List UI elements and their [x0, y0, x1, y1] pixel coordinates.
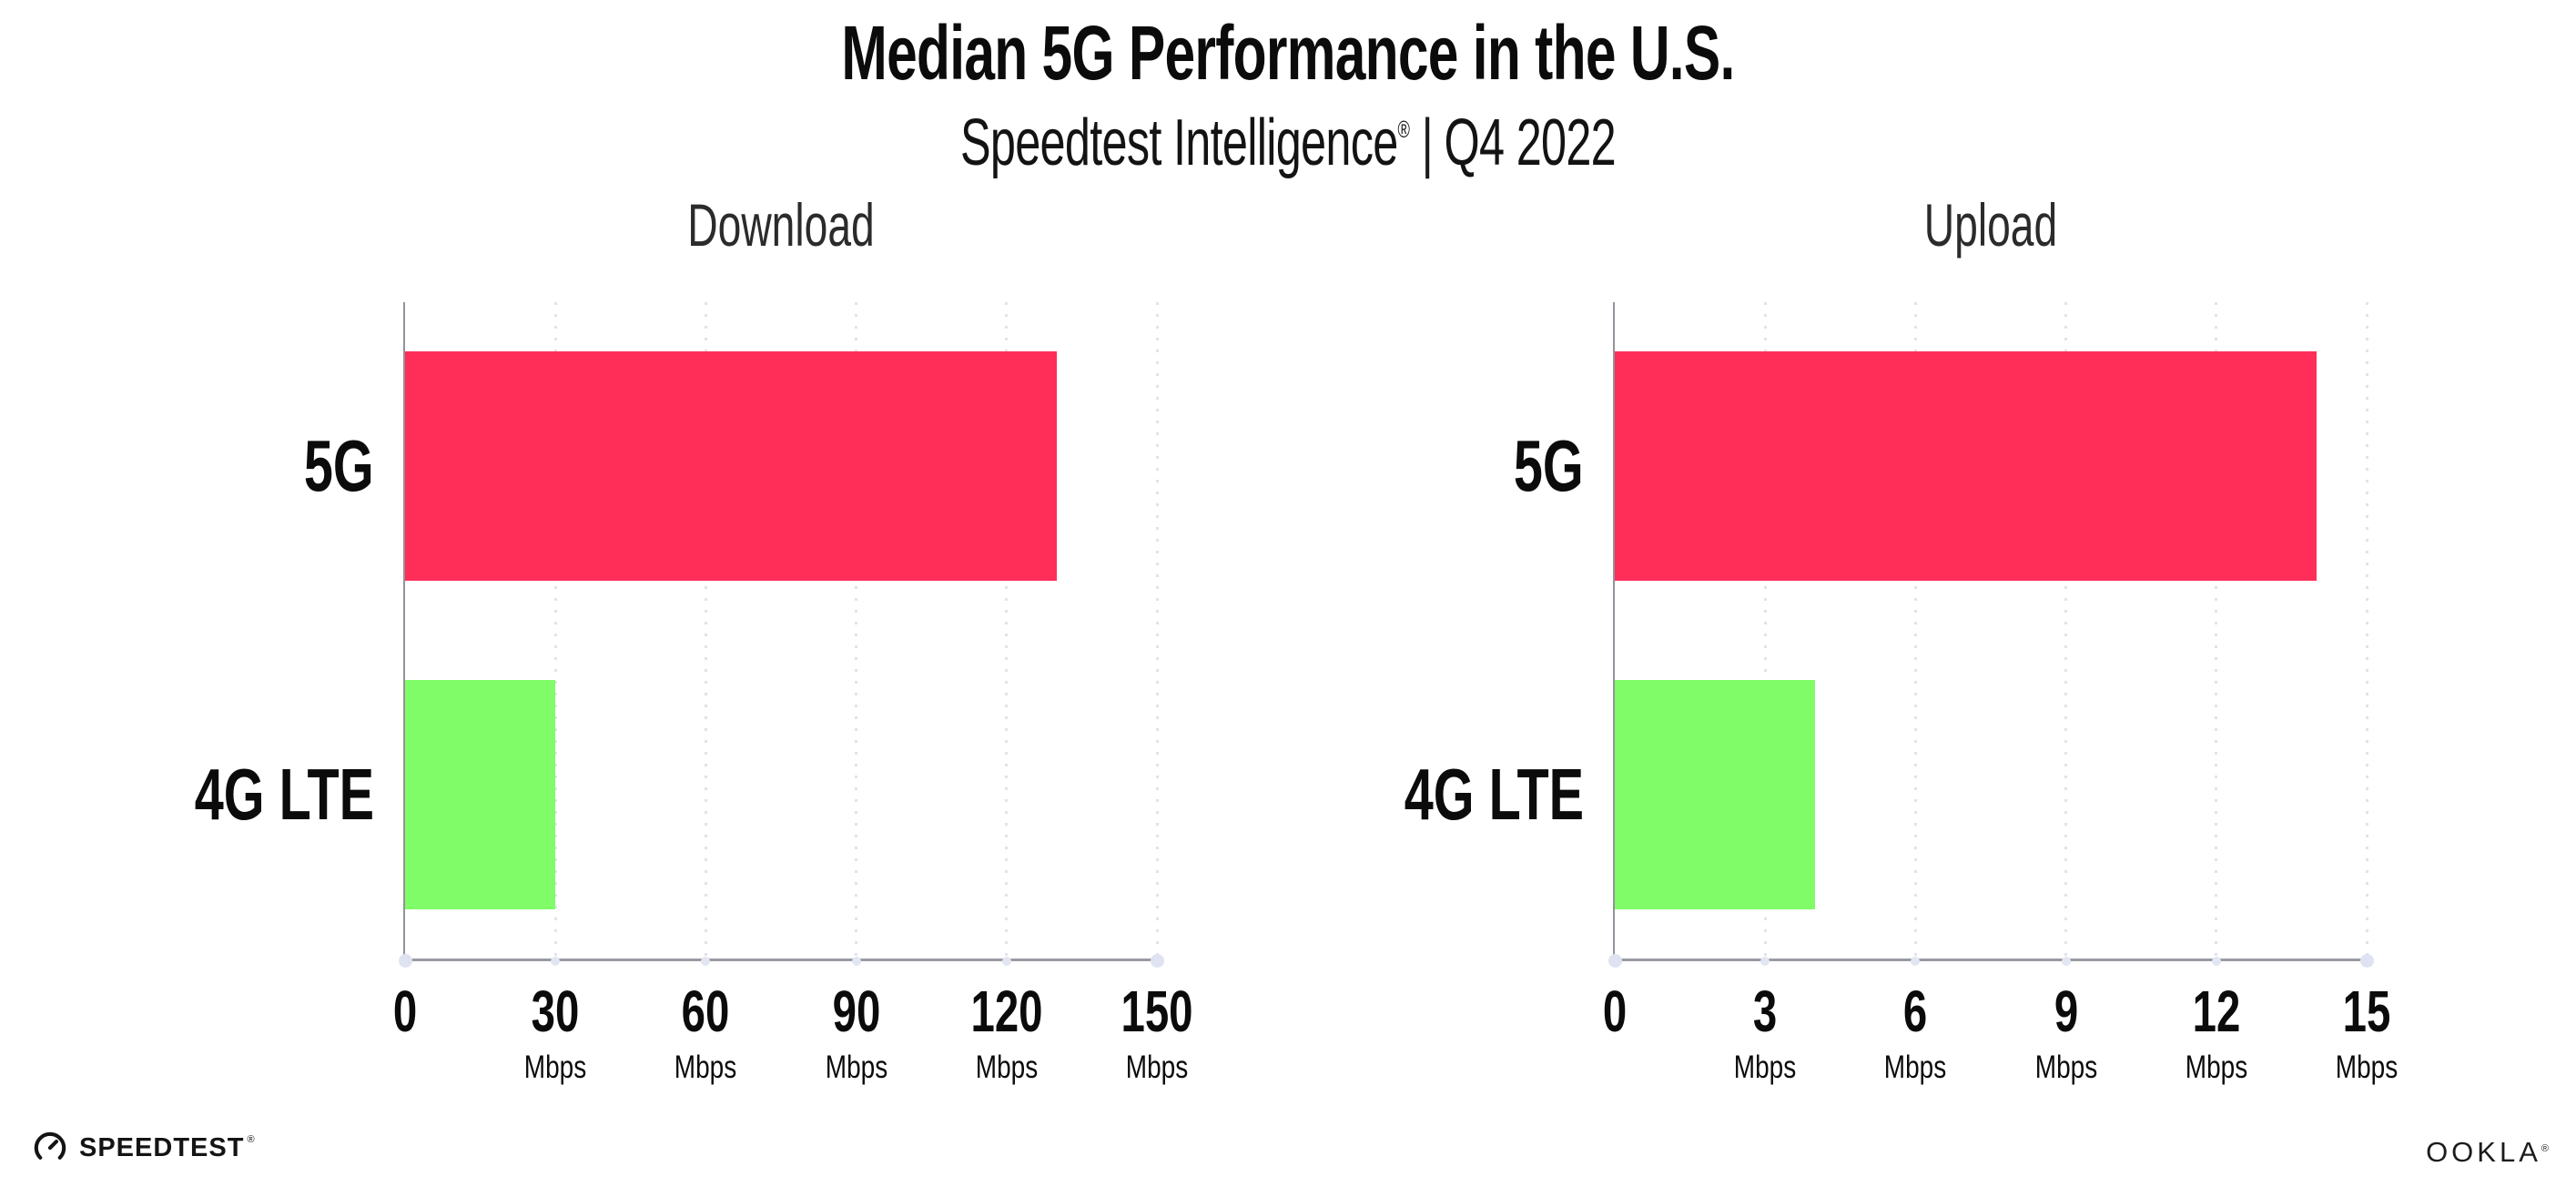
x-tick-unit: Mbps — [2185, 1050, 2248, 1085]
gridline-30 — [553, 302, 557, 959]
axis-tick-dot-15 — [2359, 954, 2374, 968]
axis-tick-dot-0 — [1607, 954, 1622, 968]
speedtest-logo: SPEEDTEST ® — [33, 1131, 255, 1165]
x-tick-value: 3 — [1753, 979, 1778, 1044]
x-tick-label-120: 120 Mbps — [958, 959, 1055, 1083]
speedtest-trademark-icon: ® — [247, 1134, 255, 1145]
subtitle-brand: Speedtest Intelligence — [959, 107, 1398, 179]
gridline-6 — [1913, 302, 1917, 959]
x-tick-unit: Mbps — [2034, 1050, 2097, 1085]
x-tick-value: 0 — [392, 979, 418, 1044]
x-tick-label-30: 30 Mbps — [516, 959, 594, 1083]
gridline-3 — [1763, 302, 1767, 959]
x-tick-value: 60 — [682, 979, 730, 1044]
x-tick-unit: Mbps — [2335, 1050, 2399, 1085]
axis-tick-dot-150 — [1150, 954, 1164, 968]
download-chart: Download 0 30 Mbps 60 Mbps 90 Mbps 120 Mbps 150 Mbp… — [195, 195, 1193, 1083]
chart-title-download: Download — [687, 191, 875, 259]
x-tick-label-60: 60 Mbps — [667, 959, 745, 1083]
x-tick-unit: Mbps — [825, 1050, 887, 1085]
ookla-wordmark: OOKLA — [2426, 1136, 2541, 1168]
x-tick-label-3: 3 Mbps — [1726, 959, 1804, 1083]
x-tick-value: 120 — [970, 979, 1043, 1044]
x-tick-value: 9 — [2054, 979, 2078, 1044]
axis-tick-dot-90 — [851, 957, 861, 966]
x-tick-value: 12 — [2192, 979, 2241, 1044]
upload-chart: Upload 0 3 Mbps 6 Mbps 9 Mbps 12 Mbps 15 Mbps 5G 4G L… — [1405, 195, 2399, 1083]
gridline-15 — [2365, 302, 2368, 959]
page-subtitle: Speedtest Intelligence® | Q4 2022 — [387, 107, 2190, 179]
subtitle-separator: | — [1421, 107, 1434, 179]
x-tick-label-12: 12 Mbps — [2177, 959, 2256, 1083]
x-tick-label-6: 6 Mbps — [1877, 959, 1955, 1083]
chart-title-upload: Upload — [1923, 191, 2058, 259]
x-tick-value: 30 — [531, 979, 580, 1044]
gridline-9 — [2064, 302, 2068, 959]
x-tick-label-0: 0 — [389, 959, 421, 1040]
speedometer-gauge-icon — [33, 1131, 67, 1165]
x-tick-unit: Mbps — [1884, 1050, 1947, 1085]
axis-tick-dot-3 — [1760, 957, 1770, 966]
x-tick-value: 150 — [1121, 979, 1193, 1044]
y-axis-label-5g: 5G — [1514, 425, 1584, 507]
gridline-120 — [1005, 302, 1009, 959]
gridline-12 — [2215, 302, 2218, 959]
axis-tick-dot-9 — [2061, 957, 2071, 966]
x-tick-label-150: 150 Mbps — [1109, 959, 1206, 1083]
gridline-150 — [1155, 302, 1159, 959]
x-tick-label-90: 90 Mbps — [817, 959, 896, 1083]
x-tick-value: 15 — [2342, 979, 2391, 1044]
y-axis-label-5g: 5G — [304, 425, 374, 507]
axis-tick-dot-0 — [398, 954, 412, 968]
bar-5g — [405, 351, 1057, 582]
axis-tick-dot-120 — [1001, 957, 1011, 966]
axis-tick-dot-30 — [551, 957, 561, 966]
speedtest-wordmark: SPEEDTEST — [79, 1132, 245, 1162]
x-tick-unit: Mbps — [1733, 1050, 1797, 1085]
axis-tick-dot-12 — [2211, 957, 2221, 966]
y-axis-label-4g-lte: 4G LTE — [1404, 753, 1584, 835]
ookla-logo: OOKLA® — [2426, 1138, 2549, 1166]
x-tick-unit: Mbps — [674, 1050, 737, 1085]
subtitle-period: Q4 2022 — [1444, 107, 1617, 179]
x-tick-value: 6 — [1903, 979, 1928, 1044]
axis-tick-dot-6 — [1911, 957, 1921, 966]
gridline-90 — [855, 302, 858, 959]
x-tick-label-15: 15 Mbps — [2328, 959, 2406, 1083]
y-axis-label-4g-lte: 4G LTE — [194, 753, 374, 835]
ookla-trademark-icon: ® — [2541, 1143, 2549, 1154]
x-tick-label-0: 0 — [1598, 959, 1631, 1040]
x-tick-value: 90 — [832, 979, 880, 1044]
x-tick-value: 0 — [1602, 979, 1628, 1044]
x-tick-unit: Mbps — [975, 1050, 1039, 1085]
page-title: Median 5G Performance in the U.S. — [841, 10, 1735, 96]
axis-tick-dot-60 — [701, 957, 711, 966]
x-tick-unit: Mbps — [523, 1050, 587, 1085]
bar-5g — [1615, 351, 2317, 582]
bar-4g-lte — [405, 679, 556, 909]
bar-4g-lte — [1615, 679, 1816, 909]
registered-trademark-icon: ® — [1397, 116, 1410, 143]
gridline-60 — [704, 302, 707, 959]
x-tick-label-9: 9 Mbps — [2027, 959, 2105, 1083]
x-tick-unit: Mbps — [1125, 1050, 1189, 1085]
